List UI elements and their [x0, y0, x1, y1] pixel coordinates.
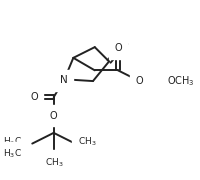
Text: O: O — [121, 40, 128, 50]
Text: CH$_3$: CH$_3$ — [78, 136, 96, 148]
Text: O: O — [136, 76, 143, 86]
Text: H$_3$C: H$_3$C — [3, 147, 22, 160]
Text: OCH$_3$: OCH$_3$ — [167, 74, 195, 88]
Text: O: O — [30, 92, 38, 102]
Text: O: O — [114, 43, 122, 53]
Text: CH$_3$: CH$_3$ — [45, 156, 64, 169]
Text: O: O — [50, 111, 57, 121]
Text: N: N — [60, 75, 67, 85]
Text: H$_3$C: H$_3$C — [3, 136, 22, 148]
